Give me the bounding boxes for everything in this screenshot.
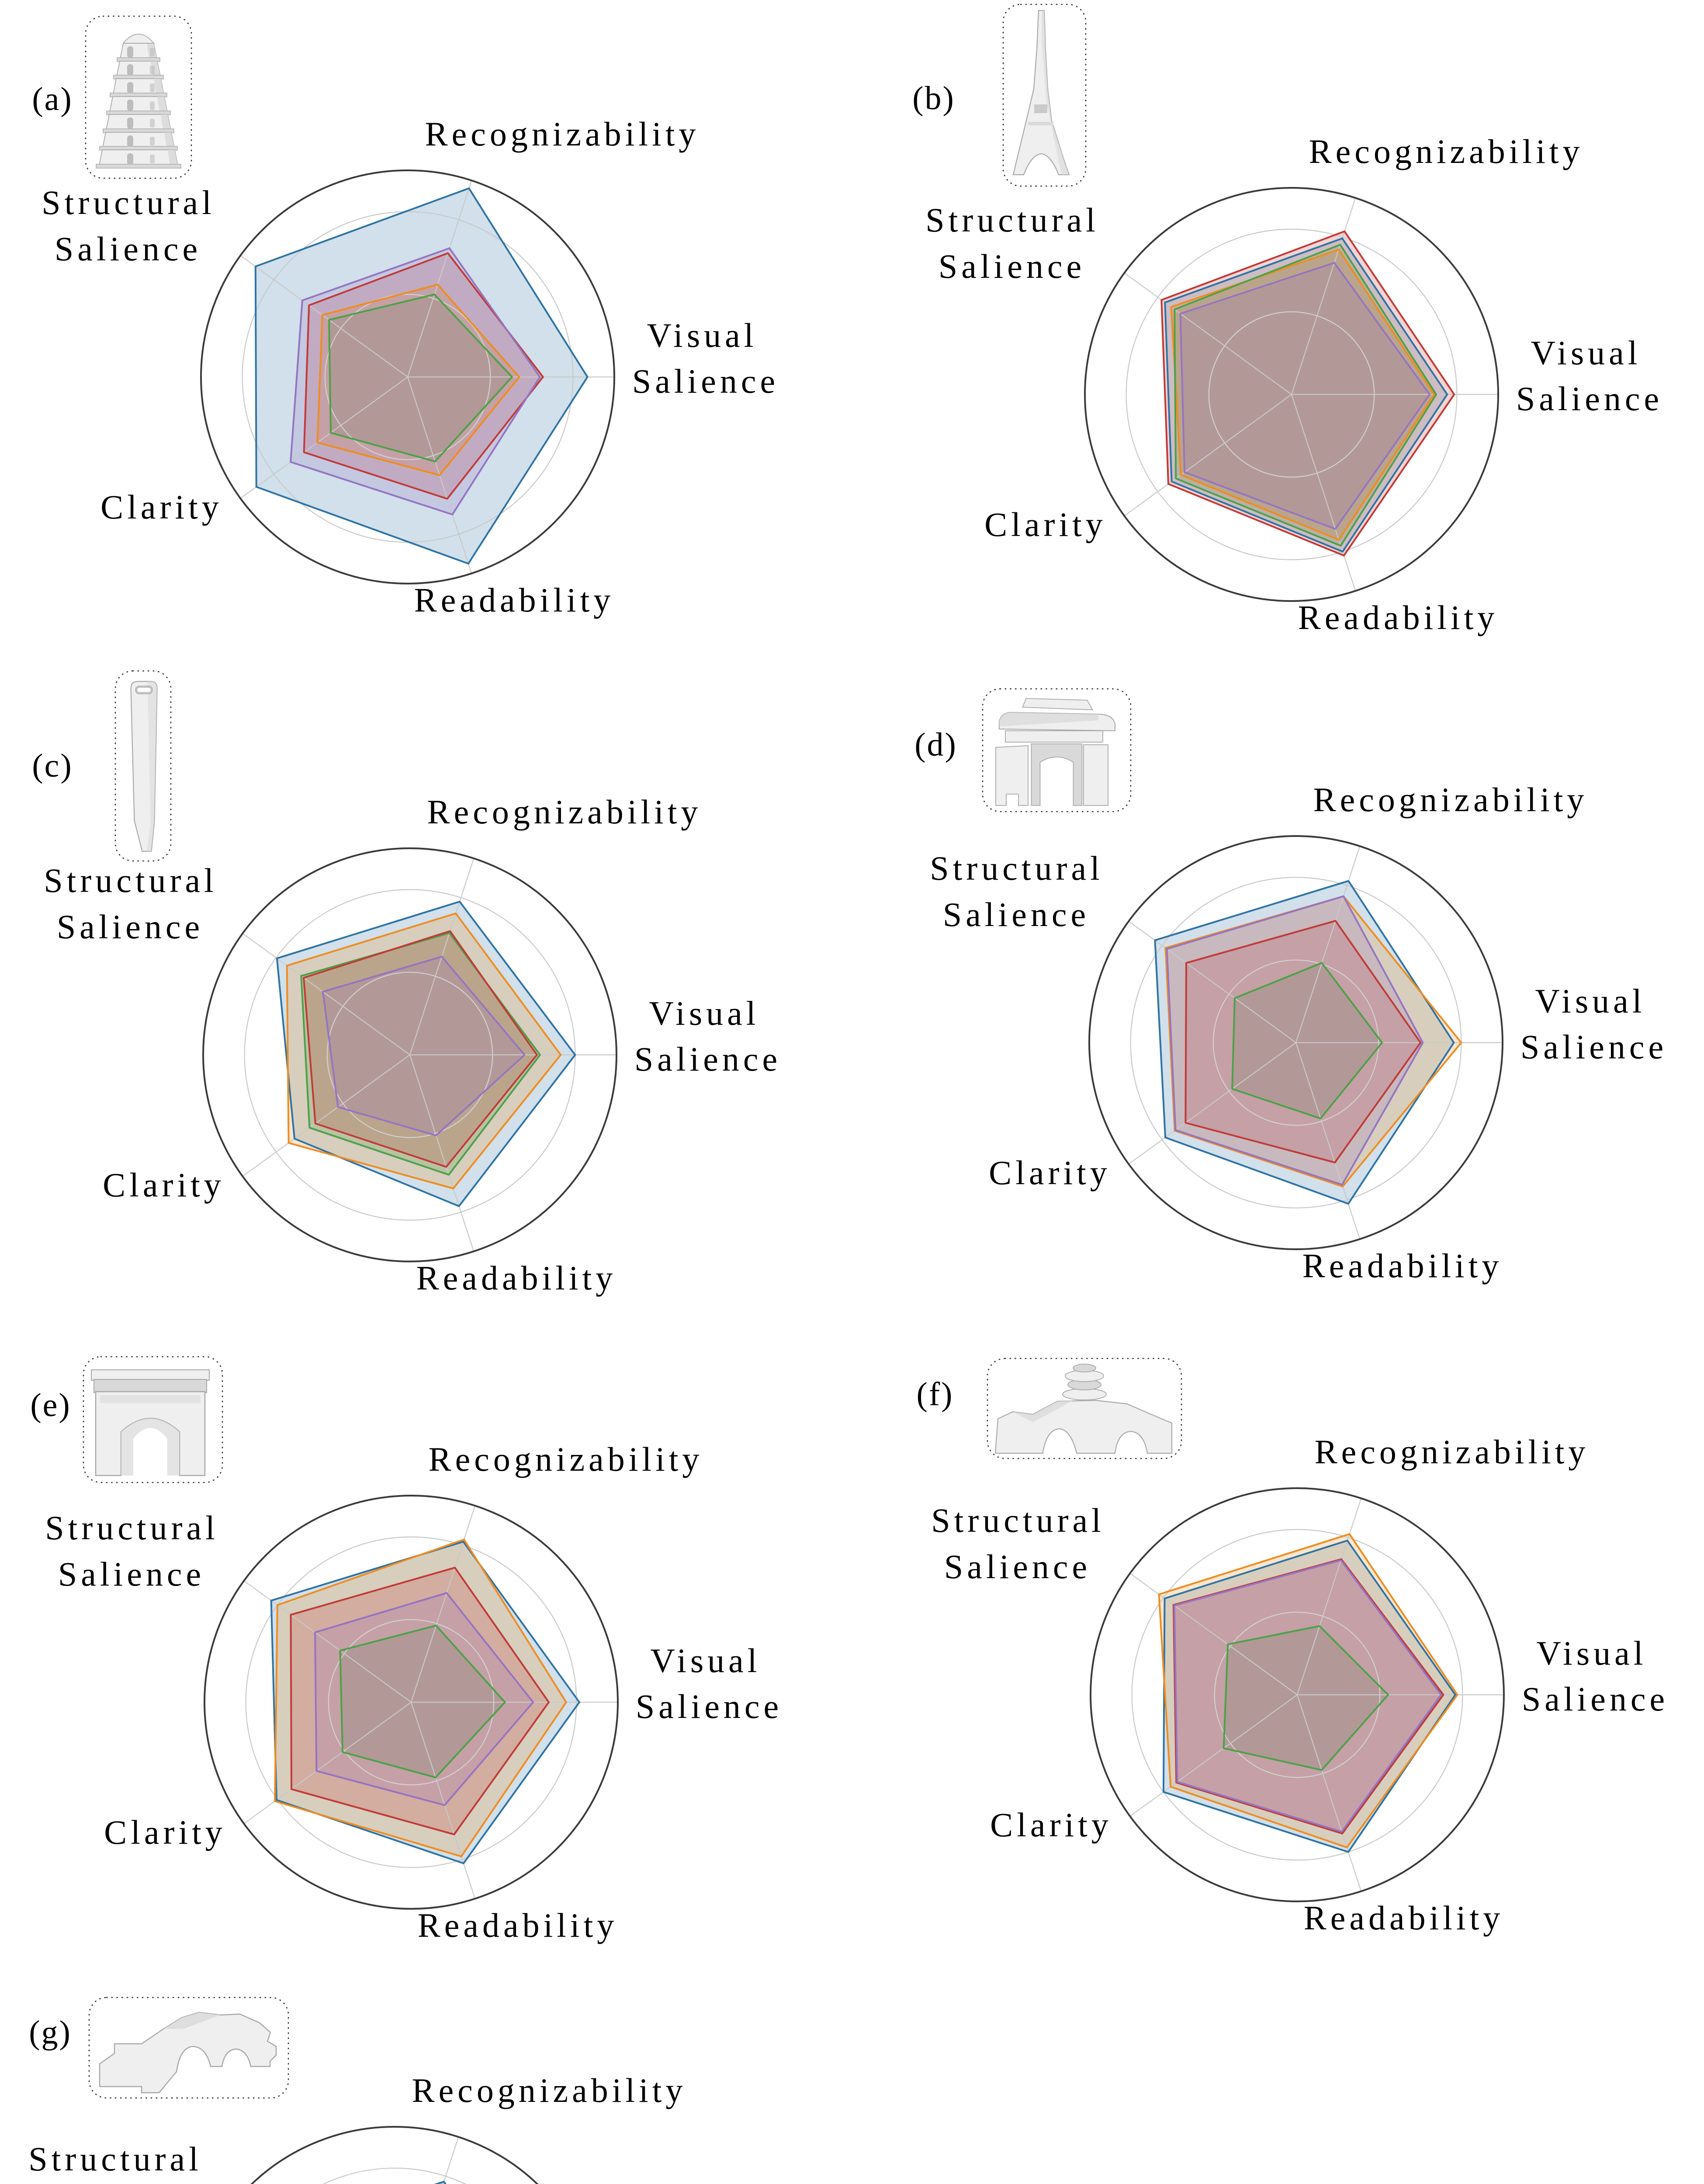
svg-text:Structural: Structural: [42, 183, 215, 221]
svg-text:(d): (d): [914, 726, 957, 763]
svg-text:Structural: Structural: [28, 2140, 202, 2178]
svg-text:Clarity: Clarity: [989, 1154, 1111, 1192]
svg-text:Salience: Salience: [939, 247, 1085, 285]
svg-text:(c): (c): [32, 747, 73, 784]
svg-text:(b): (b): [912, 80, 955, 117]
svg-text:Recognizability: Recognizability: [427, 793, 702, 831]
svg-text:Visual: Visual: [649, 994, 760, 1032]
svg-text:Structural: Structural: [925, 201, 1099, 239]
svg-text:Visual: Visual: [1535, 982, 1646, 1020]
svg-text:Clarity: Clarity: [990, 1806, 1112, 1844]
svg-text:Readability: Readability: [1304, 1899, 1504, 1937]
svg-text:Structural: Structural: [931, 1501, 1105, 1539]
svg-text:(f): (f): [917, 1376, 954, 1413]
svg-text:(g): (g): [29, 2014, 72, 2051]
svg-text:Recognizability: Recognizability: [1315, 1433, 1590, 1471]
svg-text:Recognizability: Recognizability: [429, 1440, 703, 1478]
svg-text:Readability: Readability: [1298, 598, 1499, 636]
svg-text:Visual: Visual: [1531, 334, 1642, 372]
svg-text:Readability: Readability: [418, 1906, 618, 1944]
svg-text:Salience: Salience: [1516, 380, 1663, 418]
svg-text:Salience: Salience: [1522, 1680, 1669, 1718]
svg-text:(a): (a): [32, 81, 73, 117]
svg-text:Recognizability: Recognizability: [425, 115, 700, 153]
svg-text:Recognizability: Recognizability: [1309, 132, 1584, 170]
svg-text:Readability: Readability: [416, 1259, 617, 1297]
svg-text:Clarity: Clarity: [103, 1166, 225, 1204]
svg-text:Visual: Visual: [647, 316, 758, 354]
svg-text:Clarity: Clarity: [104, 1813, 226, 1851]
svg-text:Structural: Structural: [45, 1509, 219, 1547]
svg-text:Readability: Readability: [1302, 1247, 1503, 1285]
svg-text:Structural: Structural: [44, 861, 218, 899]
svg-text:Salience: Salience: [636, 1687, 783, 1725]
svg-text:Visual: Visual: [651, 1641, 761, 1679]
svg-text:Structural: Structural: [930, 849, 1104, 887]
svg-text:Salience: Salience: [634, 1040, 781, 1078]
svg-text:Salience: Salience: [632, 362, 779, 400]
svg-text:Readability: Readability: [414, 581, 615, 619]
svg-text:(e): (e): [30, 1387, 71, 1424]
svg-text:Salience: Salience: [1520, 1028, 1667, 1066]
svg-text:Clarity: Clarity: [984, 505, 1107, 543]
svg-text:Salience: Salience: [943, 895, 1090, 933]
svg-text:Salience: Salience: [58, 1555, 205, 1593]
svg-text:Salience: Salience: [55, 230, 201, 268]
svg-text:Visual: Visual: [1537, 1634, 1647, 1672]
svg-text:Recognizability: Recognizability: [1313, 781, 1588, 819]
svg-text:Salience: Salience: [944, 1548, 1091, 1586]
svg-text:Salience: Salience: [57, 908, 204, 946]
svg-text:Clarity: Clarity: [100, 488, 223, 526]
svg-text:Recognizability: Recognizability: [412, 2071, 687, 2109]
